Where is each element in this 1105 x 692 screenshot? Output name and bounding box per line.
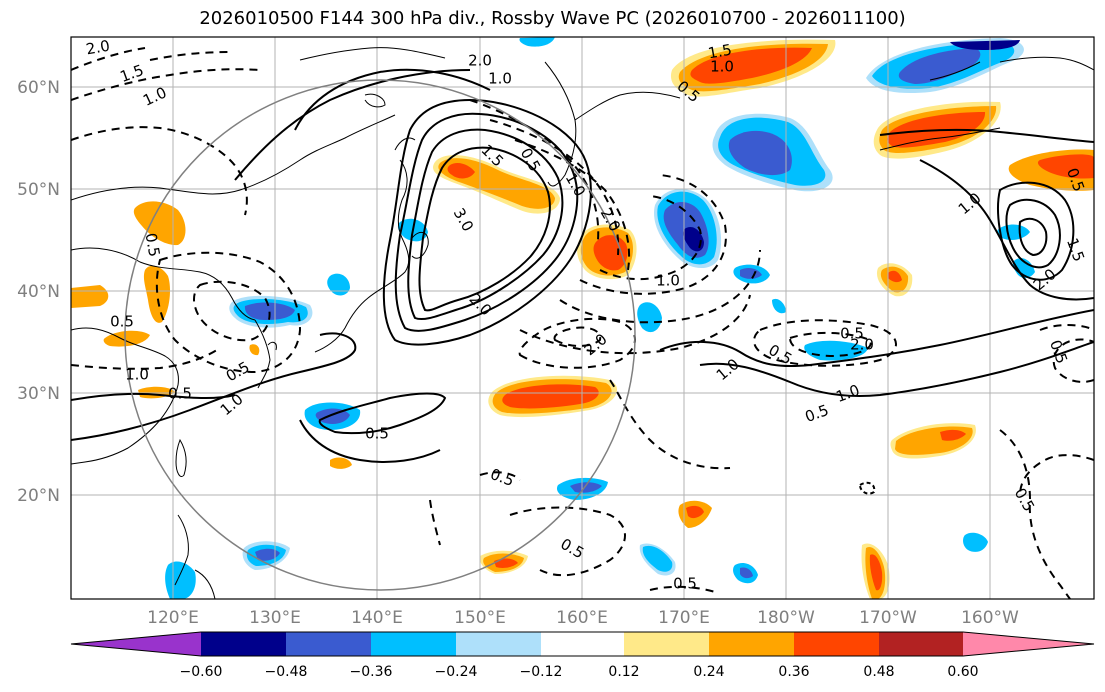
colorbar-tick-label: 0.60	[947, 664, 978, 680]
colorbar-tick-label: −0.60	[180, 664, 223, 680]
colorbar-outline	[70, 631, 1095, 657]
map-title: 2026010500 F144 300 hPa div., Rossby Wav…	[199, 8, 906, 29]
lon-label-170w: 170°W	[859, 608, 917, 628]
map-plot-area: 2.0 1.5 1.0 2.0 1.0 1.5 1.0 0.5 1.5 0.5 …	[71, 37, 1094, 599]
colorbar-high-extension	[963, 632, 1094, 656]
plot-frame	[70, 36, 1095, 600]
colorbar-tick-label: −0.24	[435, 664, 478, 680]
latitude-labels: 60°N 50°N 40°N 30°N 20°N	[17, 78, 60, 506]
lon-label-120e: 120°E	[147, 608, 199, 628]
lon-label-130e: 130°E	[249, 608, 301, 628]
lon-label-160e: 160°E	[556, 608, 608, 628]
contour-label: 1.0	[710, 58, 734, 76]
colorbar-swatch	[879, 632, 963, 656]
contour-label: 0.5	[110, 313, 134, 331]
lat-label-20n: 20°N	[17, 486, 60, 506]
colorbar-swatch	[794, 632, 879, 656]
colorbar-swatch	[286, 632, 371, 656]
colorbar-tick-label: 0.12	[608, 664, 639, 680]
contour-label: 2.0	[468, 52, 492, 70]
colorbar: −0.60 −0.48 −0.36 −0.24 −0.12 0.12 0.24 …	[70, 631, 1095, 680]
colorbar-swatch	[624, 632, 709, 656]
colorbar-swatch	[541, 632, 624, 656]
colorbar-tick-label: 0.48	[863, 664, 894, 680]
contour-label: 2.0	[85, 37, 112, 59]
lon-label-160w: 160°W	[961, 608, 1019, 628]
lon-label-180w: 180°W	[757, 608, 815, 628]
contour-label: 2.0	[850, 336, 874, 354]
contour-label: 0.5	[142, 232, 164, 259]
colorbar-tick-label: −0.12	[520, 664, 563, 680]
colorbar-low-extension	[71, 632, 201, 656]
lat-label-50n: 50°N	[17, 180, 60, 200]
colorbar-tick-label: −0.36	[350, 664, 393, 680]
contour-label: 1.5	[707, 41, 734, 63]
lon-label-140e: 140°E	[351, 608, 403, 628]
lon-label-150e: 150°E	[454, 608, 506, 628]
lat-label-30n: 30°N	[17, 384, 60, 404]
colorbar-tick-label: −0.48	[265, 664, 308, 680]
lon-label-170e: 170°E	[658, 608, 710, 628]
lat-label-60n: 60°N	[17, 78, 60, 98]
projection-circle	[124, 79, 636, 591]
colorbar-tick-label: 0.24	[693, 664, 724, 680]
colorbar-swatch	[709, 632, 794, 656]
contour-label: 1.0	[488, 70, 512, 88]
contour-label: 0.5	[673, 575, 697, 593]
contour-label: 1.0	[125, 366, 149, 384]
contour-lines	[71, 47, 1094, 599]
longitude-labels: 120°E 130°E 140°E 150°E 160°E 170°E 180°…	[147, 608, 1019, 628]
lat-label-40n: 40°N	[17, 282, 60, 302]
colorbar-swatch	[456, 632, 541, 656]
contour-label: 0.5	[365, 425, 389, 443]
colorbar-tick-label: 0.36	[778, 664, 809, 680]
contour-label: 0.5	[168, 385, 192, 403]
contour-label: 0.5	[840, 325, 864, 343]
contour-label: 1.0	[656, 272, 680, 290]
colorbar-swatch	[371, 632, 456, 656]
colorbar-swatch	[201, 632, 286, 656]
